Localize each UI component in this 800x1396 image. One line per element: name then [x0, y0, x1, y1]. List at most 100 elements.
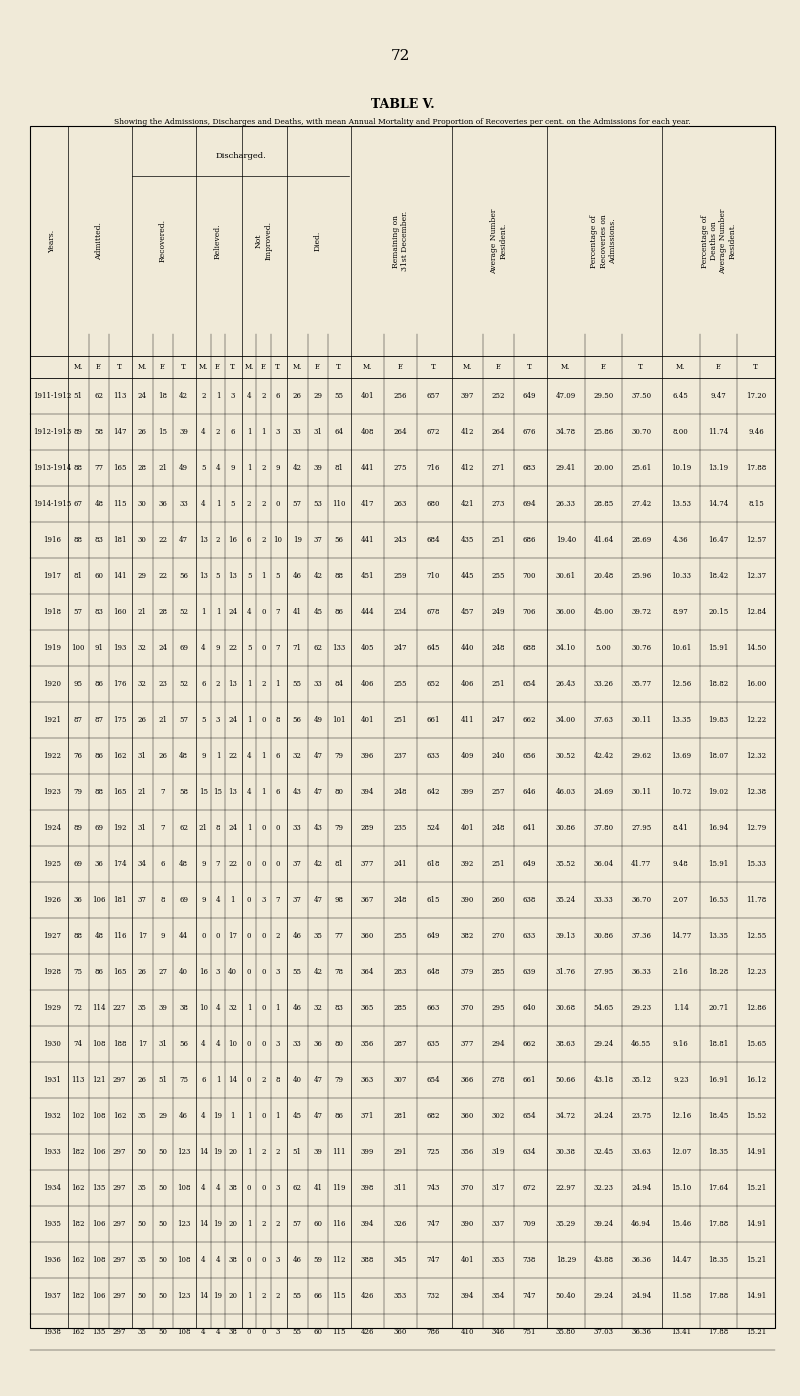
Text: 18.35: 18.35: [709, 1256, 729, 1263]
Text: 1929: 1929: [43, 1004, 61, 1012]
Text: 162: 162: [113, 1113, 126, 1120]
Text: 17.64: 17.64: [708, 1184, 729, 1192]
Text: 297: 297: [113, 1076, 126, 1085]
Text: M.: M.: [561, 363, 570, 371]
Text: 47: 47: [314, 752, 322, 759]
Text: 121: 121: [92, 1076, 106, 1085]
Text: 37: 37: [314, 536, 322, 544]
Text: 255: 255: [394, 933, 407, 940]
Text: 657: 657: [426, 392, 440, 401]
Text: 747: 747: [522, 1293, 536, 1300]
Text: 21: 21: [158, 463, 167, 472]
Text: 58: 58: [94, 429, 103, 436]
Text: 37.36: 37.36: [631, 933, 651, 940]
Text: 639: 639: [523, 967, 536, 976]
Text: 1924: 1924: [43, 824, 61, 832]
Text: 13.19: 13.19: [709, 463, 729, 472]
Text: 27: 27: [158, 967, 167, 976]
Text: 51: 51: [293, 1148, 302, 1156]
Text: 17.88: 17.88: [708, 1220, 729, 1228]
Text: 441: 441: [361, 463, 374, 472]
Text: M.: M.: [74, 363, 83, 371]
Text: 95: 95: [74, 680, 83, 688]
Text: 15: 15: [158, 429, 167, 436]
Text: 50: 50: [158, 1184, 167, 1192]
Text: 360: 360: [361, 933, 374, 940]
Text: 1: 1: [216, 609, 220, 616]
Text: 252: 252: [492, 392, 506, 401]
Text: 356: 356: [361, 1040, 374, 1048]
Text: 410: 410: [461, 1328, 474, 1336]
Text: 12.57: 12.57: [746, 536, 766, 544]
Text: 26: 26: [293, 392, 302, 401]
Text: 1: 1: [275, 1004, 280, 1012]
Text: Discharged.: Discharged.: [215, 152, 266, 161]
Text: 35.12: 35.12: [631, 1076, 651, 1085]
Text: 8.41: 8.41: [673, 824, 689, 832]
Text: 354: 354: [492, 1293, 505, 1300]
Text: 50.40: 50.40: [556, 1293, 576, 1300]
Text: 46.03: 46.03: [556, 787, 576, 796]
Text: 1: 1: [262, 752, 266, 759]
Text: 8: 8: [275, 1076, 280, 1085]
Text: 21: 21: [138, 787, 147, 796]
Text: 259: 259: [394, 572, 407, 579]
Text: 28: 28: [138, 463, 147, 472]
Text: 257: 257: [492, 787, 506, 796]
Text: 160: 160: [113, 609, 126, 616]
Text: 8: 8: [216, 824, 220, 832]
Text: 297: 297: [113, 1220, 126, 1228]
Text: T.: T.: [753, 363, 759, 371]
Text: 79: 79: [334, 752, 343, 759]
Text: 302: 302: [492, 1113, 505, 1120]
Text: 12.55: 12.55: [746, 933, 766, 940]
Text: 377: 377: [461, 1040, 474, 1048]
Text: 9: 9: [275, 463, 280, 472]
Text: 10.61: 10.61: [670, 644, 691, 652]
Text: 7: 7: [161, 787, 166, 796]
Text: 181: 181: [113, 896, 126, 905]
Text: 297: 297: [113, 1148, 126, 1156]
Text: 44: 44: [179, 933, 188, 940]
Text: 2: 2: [216, 680, 220, 688]
Text: 14: 14: [199, 1220, 208, 1228]
Text: 18.35: 18.35: [709, 1148, 729, 1156]
Text: 123: 123: [177, 1220, 190, 1228]
Text: 421: 421: [461, 500, 474, 508]
Text: 2: 2: [262, 680, 266, 688]
Text: 377: 377: [361, 860, 374, 868]
Text: 100: 100: [71, 644, 85, 652]
Text: 14: 14: [199, 1148, 208, 1156]
Text: T.: T.: [181, 363, 186, 371]
Text: 34: 34: [138, 860, 146, 868]
Text: 4: 4: [216, 1256, 220, 1263]
Text: 50: 50: [158, 1256, 167, 1263]
Text: 112: 112: [332, 1256, 346, 1263]
Text: 4: 4: [216, 1328, 220, 1336]
Text: 182: 182: [71, 1220, 85, 1228]
Text: 2: 2: [201, 392, 206, 401]
Text: 32: 32: [314, 1004, 322, 1012]
Text: 672: 672: [522, 1184, 536, 1192]
Text: 4: 4: [247, 752, 251, 759]
Text: 34.00: 34.00: [556, 716, 576, 725]
Text: 1: 1: [230, 1113, 235, 1120]
Text: 37.03: 37.03: [594, 1328, 614, 1336]
Text: 1920: 1920: [43, 680, 61, 688]
Text: 394: 394: [461, 1293, 474, 1300]
Text: 108: 108: [177, 1328, 190, 1336]
Text: 294: 294: [492, 1040, 506, 1048]
Text: 15.21: 15.21: [746, 1184, 766, 1192]
Text: 654: 654: [522, 1113, 536, 1120]
Text: 42: 42: [179, 392, 188, 401]
Text: 31: 31: [158, 1040, 167, 1048]
Text: 79: 79: [334, 824, 343, 832]
Text: 248: 248: [394, 896, 407, 905]
Text: 108: 108: [92, 1113, 106, 1120]
Text: 2: 2: [262, 1076, 266, 1085]
Text: 1937: 1937: [43, 1293, 61, 1300]
Text: 98: 98: [334, 896, 343, 905]
Text: TABLE V.: TABLE V.: [370, 98, 434, 110]
Text: 29.24: 29.24: [594, 1293, 614, 1300]
Text: 46.94: 46.94: [631, 1220, 651, 1228]
